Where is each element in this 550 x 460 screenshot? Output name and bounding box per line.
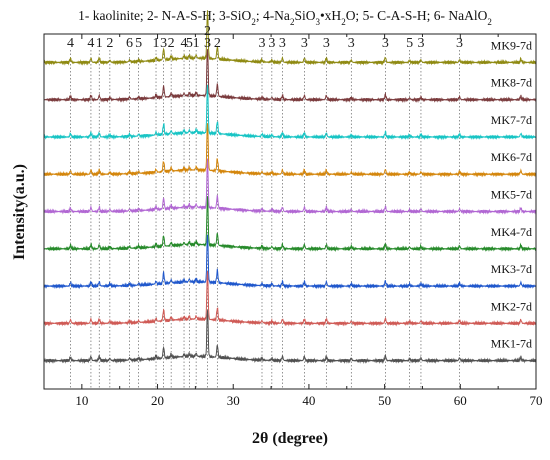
- legend-title: 1- kaolinite; 2- N-A-S-H; 3-SiO2; 4-Na2S…: [78, 8, 492, 27]
- plot-frame: [43, 33, 537, 390]
- series-label-mk1-7d: MK1-7d: [491, 337, 532, 351]
- peak-label-12: 3: [204, 36, 211, 51]
- peak-label-0: 4: [67, 36, 74, 51]
- x-tick-label-20: 20: [151, 393, 164, 408]
- series-label-mk8-7d: MK8-7d: [491, 76, 532, 90]
- peak-label-10: 5: [186, 36, 193, 51]
- series-label-mk3-7d: MK3-7d: [491, 262, 532, 276]
- peak-label-2: 1: [96, 36, 103, 51]
- peak-label-23: 3: [417, 36, 424, 51]
- peak-label-17: 3: [279, 36, 286, 51]
- peak-label-14: 2: [214, 36, 221, 51]
- x-tick-label-30: 30: [227, 393, 240, 408]
- peak-label-1: 4: [87, 36, 94, 51]
- peak-label-3: 2: [106, 36, 113, 51]
- series-label-mk9-7d: MK9-7d: [491, 38, 532, 52]
- peak-label-16: 3: [268, 36, 275, 51]
- peak-label-11: 1: [193, 36, 200, 51]
- series-line-mk7-7d: [43, 84, 537, 141]
- peak-label-9: 4: [181, 36, 188, 51]
- y-axis-title: Intensity(a.u.): [11, 164, 28, 260]
- peak-label-18: 3: [301, 36, 308, 51]
- peak-label-5: 5: [135, 36, 142, 51]
- x-tick-label-10: 10: [75, 393, 88, 408]
- series-label-mk4-7d: MK4-7d: [491, 225, 532, 239]
- peak-label-21: 3: [382, 36, 389, 51]
- series-line-mk4-7d: [43, 196, 537, 253]
- series-line-mk9-7d: [43, 10, 537, 66]
- peak-label-4: 6: [126, 36, 133, 51]
- peak-label-20: 3: [348, 36, 355, 51]
- peak-label-24: 3: [456, 36, 463, 51]
- x-axis-title: 2θ (degree): [252, 430, 328, 447]
- plot-layer: MK9-7d MK8-7d MK7-7d MK6-7d MK5-7d MK4-7d MK3-…: [43, 10, 537, 389]
- x-tick-label-60: 60: [454, 393, 467, 408]
- peak-label-6: 1: [153, 36, 160, 51]
- peak-label-7: 3: [160, 36, 167, 51]
- axes-layer: 10 20 30 40 50 60 70: [43, 34, 543, 408]
- peak-label-8: 2: [168, 36, 175, 51]
- series-line-mk5-7d: [43, 158, 537, 215]
- series-label-mk7-7d: MK7-7d: [491, 113, 532, 127]
- peak-label-22: 5: [406, 36, 413, 51]
- series-label-mk2-7d: MK2-7d: [491, 299, 532, 313]
- x-tick-label-50: 50: [378, 393, 391, 408]
- series-label-mk6-7d: MK6-7d: [491, 150, 532, 164]
- series-line-mk6-7d: [43, 123, 537, 178]
- series-line-mk2-7d: [43, 271, 537, 327]
- peak-label-13: 2: [204, 24, 211, 39]
- series-label-mk5-7d: MK5-7d: [491, 188, 532, 202]
- series-line-mk1-7d: [43, 310, 537, 364]
- x-tick-label-40: 40: [302, 393, 315, 408]
- series-line-mk3-7d: [43, 234, 537, 290]
- x-tick-label-70: 70: [530, 393, 543, 408]
- series-line-mk8-7d: [43, 49, 537, 104]
- peak-label-19: 3: [323, 36, 330, 51]
- peak-label-15: 3: [258, 36, 265, 51]
